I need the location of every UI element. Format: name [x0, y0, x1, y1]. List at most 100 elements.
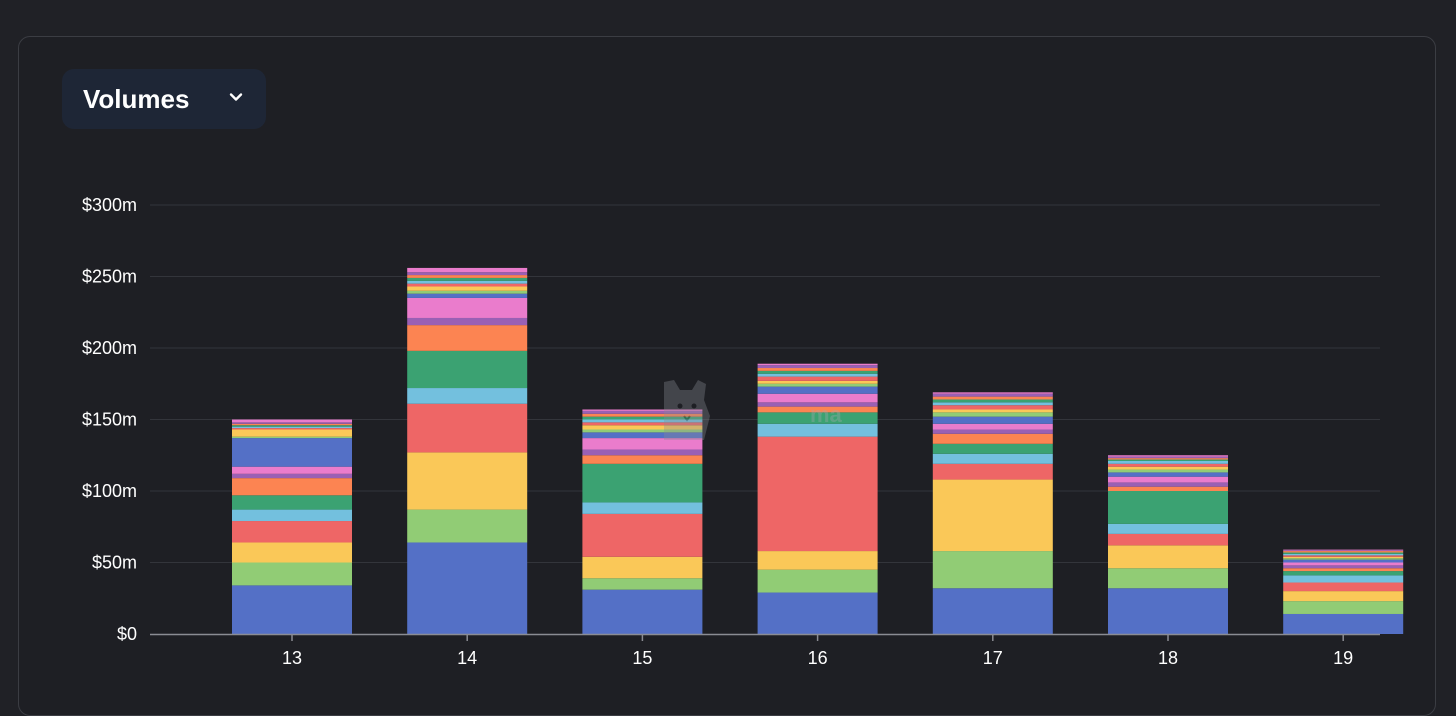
y-tick-label: $250m [82, 267, 137, 287]
bar-segment [1108, 459, 1228, 461]
bar-stack-17[interactable] [932, 392, 1053, 634]
bar-segment [407, 509, 528, 543]
bar-segment [932, 551, 1053, 589]
defillama-logo: ma [664, 380, 843, 440]
bar-segment [1283, 555, 1404, 557]
bars [232, 267, 1404, 635]
bar-segment [232, 585, 352, 634]
bar-segment [757, 363, 878, 366]
bar-stack-16[interactable] [757, 363, 878, 634]
x-tick-label: 17 [983, 648, 1003, 668]
bar-segment [1108, 460, 1228, 464]
bar-segment [1283, 565, 1404, 569]
bar-segment [232, 429, 352, 437]
bar-segment [932, 416, 1053, 424]
bar-segment [1108, 533, 1228, 546]
bar-segment [1283, 559, 1404, 563]
y-tick-label: $100m [82, 481, 137, 501]
x-tick-label: 15 [632, 648, 652, 668]
bar-segment [757, 592, 878, 634]
bar-segment [1108, 456, 1228, 459]
bar-segment [1283, 591, 1404, 602]
bar-segment [232, 423, 352, 426]
bar-segment [757, 436, 878, 552]
bar-segment [582, 422, 703, 426]
metric-selector-dropdown[interactable]: Volumes [62, 69, 266, 129]
bar-segment [1283, 601, 1404, 614]
bar-segment [757, 373, 878, 377]
bar-segment [1108, 469, 1228, 473]
bar-segment [407, 280, 528, 284]
bar-segment [757, 569, 878, 593]
bar-segment [932, 443, 1053, 454]
bar-segment [932, 392, 1053, 394]
bar-segment [582, 578, 703, 590]
bar-segment [232, 419, 352, 423]
bar-segment [757, 412, 878, 424]
bar-segment [932, 402, 1053, 406]
bar-segment [757, 365, 878, 369]
bar-segment [932, 479, 1053, 552]
x-tick-label: 19 [1333, 648, 1353, 668]
bar-segment [407, 286, 528, 291]
y-tick-label: $50m [92, 553, 137, 573]
bar-segment [407, 388, 528, 404]
bar-segment [932, 453, 1053, 464]
bar-segment [1283, 568, 1404, 572]
x-tick-label: 16 [808, 648, 828, 668]
bar-segment [1108, 568, 1228, 589]
bar-segment [1283, 613, 1404, 634]
bar-segment [932, 393, 1053, 397]
bar-segment [932, 423, 1053, 430]
bar-segment [757, 423, 878, 437]
bar-segment [407, 350, 528, 389]
bar-segment [757, 383, 878, 387]
bar-segment [1283, 551, 1404, 553]
bar-segment [757, 551, 878, 570]
bar-segment [1108, 463, 1228, 467]
bar-segment [582, 455, 703, 464]
y-axis-tick-labels: $0 $50m $100m $150m $200m $250m $300m [82, 195, 137, 644]
bar-segment [582, 449, 703, 456]
bar-segment [232, 428, 352, 430]
bar-stack-19[interactable] [1283, 549, 1404, 634]
bar-segment [232, 478, 352, 496]
chevron-down-icon [229, 93, 243, 101]
bar-segment [407, 325, 528, 351]
bar-stack-13[interactable] [232, 419, 352, 635]
x-axis-tick-labels: 13 14 15 16 17 18 19 [282, 648, 1353, 668]
bar-segment [582, 513, 703, 557]
bar-segment [1108, 455, 1228, 457]
bar-segment [232, 466, 352, 474]
bar-segment [932, 396, 1053, 400]
x-tick-label: 18 [1158, 648, 1178, 668]
bar-segment [757, 386, 878, 394]
bar-segment [1283, 549, 1404, 551]
bar-stack-14[interactable] [407, 267, 528, 634]
svg-text:ma: ma [810, 402, 843, 427]
bar-stack-15[interactable] [582, 409, 703, 634]
bar-segment [932, 399, 1053, 403]
bar-segment [582, 438, 703, 450]
bar-segment [932, 433, 1053, 444]
bar-segment [582, 463, 703, 503]
bar-segment [232, 422, 352, 424]
bar-segment [932, 588, 1053, 634]
bar-segment [757, 406, 878, 413]
bar-segment [407, 297, 528, 318]
bar-segment [1283, 553, 1404, 556]
bar-segment [932, 463, 1053, 480]
bar-stack-18[interactable] [1108, 455, 1228, 634]
bar-segment [932, 429, 1053, 434]
bar-segment [407, 272, 528, 276]
bar-segment [407, 277, 528, 281]
bar-segment [757, 368, 878, 371]
bar-segment [582, 416, 703, 420]
bar-segment [1108, 476, 1228, 483]
bar-segment [1283, 571, 1404, 576]
bar-segment [582, 413, 703, 417]
bar-segment [407, 290, 528, 294]
bar-segment [1108, 588, 1228, 634]
bar-segment [232, 495, 352, 510]
bar-segment [1108, 491, 1228, 524]
